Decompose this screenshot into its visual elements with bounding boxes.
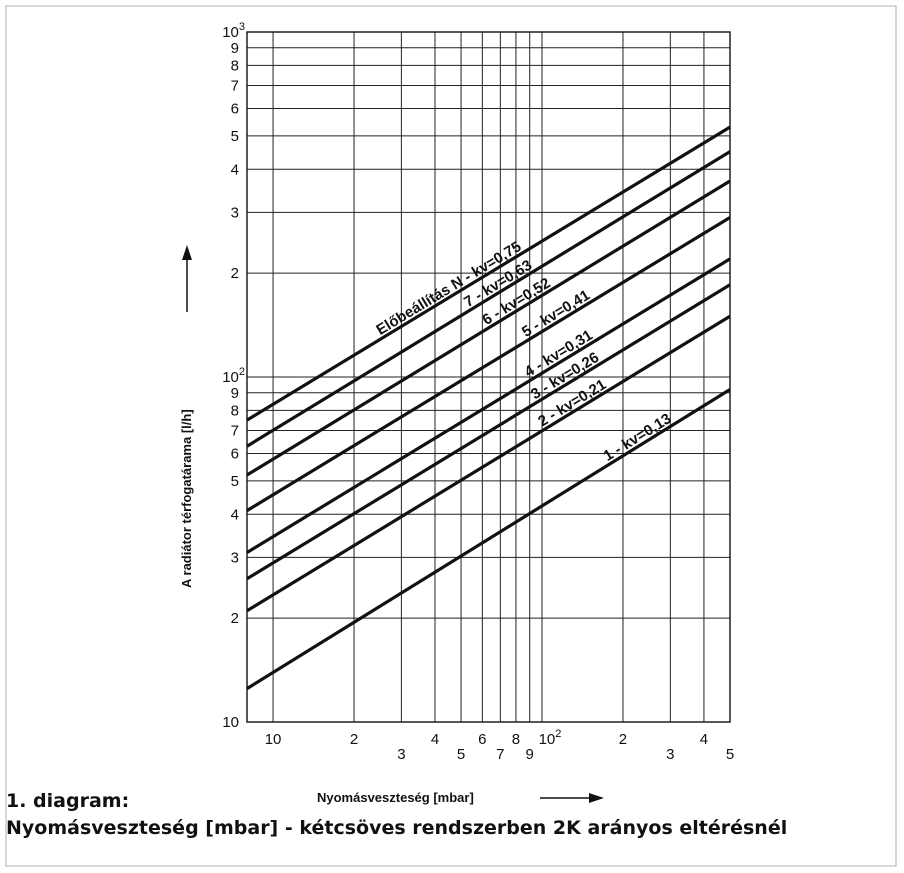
x-tick-label: 4 (431, 731, 439, 748)
series-line (246, 125, 731, 422)
series-lines (246, 125, 731, 690)
x-tick-label: 8 (512, 731, 520, 748)
series-line (246, 388, 731, 690)
x-tick-label: 9 (526, 746, 534, 763)
y-tick-label: 7 (231, 422, 239, 439)
series-label-group: 1 - kv=0,13 (601, 410, 675, 465)
outer-border (5, 5, 897, 867)
x-tick-label: 7 (496, 746, 504, 763)
x-axis-title-group: Nyomásveszteség [mbar] (317, 790, 604, 805)
y-tick-label: 8 (231, 402, 239, 419)
x-tick-label: 4 (700, 731, 708, 748)
y-tick-label: 6 (231, 446, 239, 463)
x-tick-label: 3 (666, 746, 674, 763)
y-tick-label: 4 (231, 506, 239, 523)
x-tick-label: 6 (478, 731, 486, 748)
y-tick-label: 10 (222, 714, 239, 731)
y-tick-label: 102 (222, 366, 245, 386)
x-tick-label: 102 (539, 728, 562, 748)
x-tick-label: 10 (265, 731, 282, 748)
series-line (246, 314, 731, 613)
x-tick-label: 2 (619, 731, 627, 748)
series-line (246, 257, 731, 554)
y-tick-label: 5 (231, 128, 239, 145)
x-tick-label: 5 (726, 746, 734, 763)
caption-number: 1. diagram: (6, 790, 130, 812)
series-line (246, 216, 731, 512)
y-tick-label: 4 (231, 161, 239, 178)
y-tick-label: 3 (231, 204, 239, 221)
y-tick-label: 5 (231, 473, 239, 490)
y-axis-title: A radiátor térfogatárama [l/h] (179, 409, 194, 588)
y-tick-label: 7 (231, 77, 239, 94)
x-axis-arrow-head (589, 793, 604, 803)
y-tick-label: 3 (231, 549, 239, 566)
series-line (246, 283, 731, 581)
x-tick-label: 2 (350, 731, 358, 748)
y-axis-arrow-head (182, 245, 192, 260)
y-axis-title-group: A radiátor térfogatárama [l/h] (179, 245, 194, 588)
x-tick-label: 5 (457, 746, 465, 763)
y-tick-label: 9 (231, 385, 239, 402)
caption: 1. diagram: Nyomásveszteség [mbar] - két… (6, 788, 896, 842)
series-line (246, 150, 731, 448)
caption-title: Nyomásveszteség [mbar] - kétcsöves rends… (6, 817, 788, 839)
x-tick-label: 3 (397, 746, 405, 763)
y-tick-label: 8 (231, 57, 239, 74)
series-label: 1 - kv=0,13 (601, 410, 675, 465)
y-tick-label: 6 (231, 101, 239, 118)
y-tick-label: 2 (231, 610, 239, 627)
plot-area-frame (246, 31, 731, 723)
y-tick-label: 9 (231, 40, 239, 57)
y-tick-label: 103 (222, 21, 245, 41)
series-line (246, 179, 731, 477)
x-axis-title: Nyomásveszteség [mbar] (317, 790, 474, 805)
y-tick-label: 2 (231, 265, 239, 282)
